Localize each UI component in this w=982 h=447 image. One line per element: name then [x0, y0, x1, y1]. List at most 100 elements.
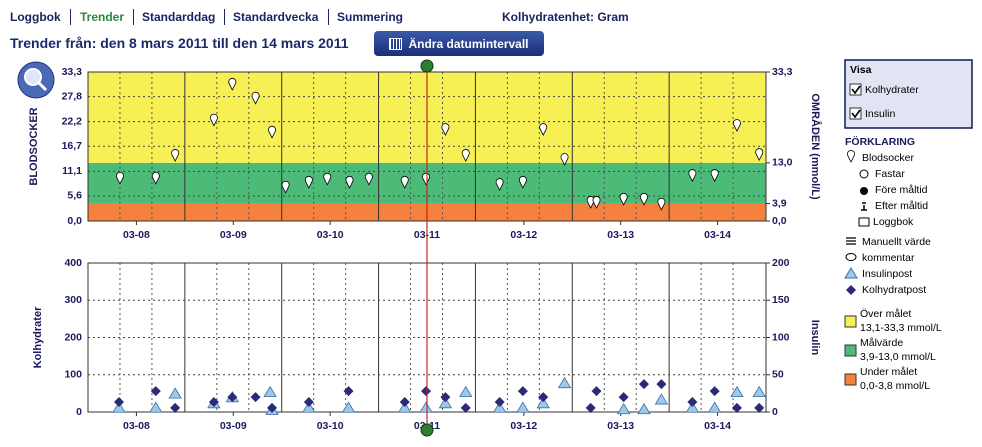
y-tick-label: 11,1 — [62, 165, 82, 177]
legend-label: Blodsocker — [862, 152, 914, 164]
data-point — [688, 169, 697, 183]
data-point — [654, 393, 669, 405]
legend-icon — [860, 187, 868, 195]
data-point — [227, 392, 238, 403]
tab-active[interactable]: Trender — [80, 10, 125, 24]
data-point — [113, 396, 124, 407]
data-point — [323, 172, 332, 186]
legend-label: kommentar — [862, 252, 915, 264]
data-point — [657, 197, 666, 211]
date-button[interactable]: Ändra datumintervall — [374, 31, 544, 56]
data-point — [419, 401, 433, 413]
data-point — [343, 386, 354, 397]
x-tick-label: 03-14 — [704, 229, 731, 241]
data-point — [112, 401, 126, 413]
legend-label: Före måltid — [875, 184, 928, 196]
data-point — [494, 396, 505, 407]
y2-tick-label: 13,0 — [772, 157, 793, 169]
legend-label: Efter måltid — [875, 200, 928, 212]
unit-label: Kolhydratenhet: Gram — [502, 10, 629, 24]
data-point — [730, 385, 744, 398]
data-point — [492, 401, 507, 413]
data-point — [538, 392, 549, 403]
cursor-handle[interactable] — [420, 423, 434, 437]
data-point — [707, 401, 722, 413]
calendar-icon — [389, 37, 403, 50]
data-point — [268, 125, 276, 139]
legend-label: 0,0-3,8 mmol/L — [860, 380, 930, 392]
x-tick-label: 03-14 — [704, 420, 731, 432]
legend-label: 13,1-33,3 mmol/L — [860, 322, 942, 334]
data-point — [250, 392, 261, 403]
legend-label: Fastar — [875, 168, 905, 180]
checkbox[interactable] — [849, 107, 862, 120]
data-point — [732, 119, 741, 132]
data-point — [170, 402, 181, 413]
x-tick-label: 03-12 — [510, 420, 537, 432]
data-point — [421, 386, 432, 397]
y-tick-label: 100 — [64, 369, 82, 381]
data-point — [151, 171, 160, 185]
y2-axis-title: OMRÅDEN (mmol/L) — [809, 93, 822, 200]
x-tick-label: 03-10 — [317, 420, 344, 432]
zoom-icon[interactable] — [17, 61, 55, 99]
data-point — [495, 178, 504, 192]
data-point — [251, 91, 260, 105]
data-point — [731, 402, 742, 413]
data-point — [281, 180, 290, 194]
data-point — [460, 402, 471, 413]
data-point — [303, 396, 314, 407]
y-tick-label: 0 — [76, 406, 82, 418]
tab[interactable]: Loggbok — [10, 10, 61, 24]
y2-tick-label: 100 — [772, 331, 790, 343]
cursor-handle[interactable] — [420, 59, 434, 73]
legend-label: Kolhydratpost — [862, 284, 926, 296]
y-tick-label: 0,0 — [67, 215, 82, 227]
data-point — [304, 175, 313, 189]
data-point — [422, 172, 430, 186]
legend-icon — [861, 202, 867, 211]
data-point — [685, 401, 700, 413]
x-tick-label: 03-13 — [607, 229, 634, 241]
y2-tick-label: 3,9 — [772, 197, 787, 209]
data-point — [517, 386, 528, 397]
legend-icon — [858, 217, 870, 227]
y2-tick-label: 0 — [772, 406, 778, 418]
data-point — [168, 387, 182, 399]
y2-tick-label: 0,0 — [772, 215, 787, 227]
y-tick-label: 400 — [64, 257, 82, 269]
data-point — [585, 402, 596, 413]
y2-tick-label: 200 — [772, 257, 790, 269]
data-point — [656, 379, 667, 390]
data-point — [687, 396, 698, 407]
separator — [224, 9, 225, 25]
option-label: Insulin — [865, 108, 896, 120]
tab[interactable]: Standardvecka — [233, 10, 319, 24]
legend-label: 3,9-13,0 mmol/L — [860, 351, 936, 363]
legend-icon — [846, 285, 856, 295]
plot-layer: 0,0 5,6 11,1 16,7 22,2 27,8 33,3 0,0 3,9 13,0 33,3… — [28, 66, 822, 432]
tab[interactable]: Standarddag — [142, 10, 216, 24]
checkbox[interactable] — [849, 83, 862, 96]
data-point — [171, 149, 180, 162]
y2-axis-title: Insulin — [809, 320, 821, 356]
data-point — [441, 123, 450, 136]
data-point — [399, 396, 410, 407]
data-point — [208, 396, 219, 407]
data-point — [345, 175, 354, 189]
data-point — [592, 196, 601, 209]
data-point — [228, 77, 237, 91]
data-point — [754, 402, 765, 413]
data-point — [459, 385, 473, 398]
legend-label: Manuellt värde — [862, 236, 931, 248]
data-point — [440, 392, 451, 403]
y2-tick-label: 50 — [772, 369, 784, 381]
x-tick-label: 03-08 — [123, 420, 150, 432]
data-point — [616, 402, 631, 415]
y2-tick-label: 150 — [772, 294, 790, 306]
data-point — [560, 153, 569, 166]
data-point — [539, 123, 548, 136]
tab[interactable]: Summering — [337, 10, 404, 24]
separator — [133, 9, 134, 25]
data-point — [709, 386, 720, 397]
